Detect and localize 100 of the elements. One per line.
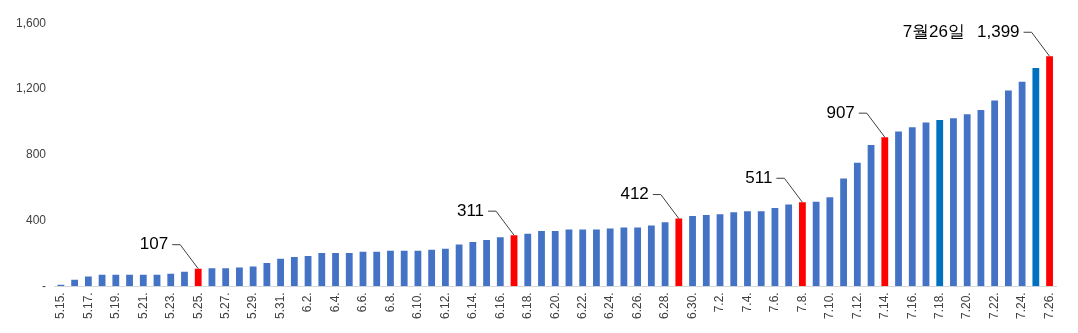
- bar: [277, 258, 284, 287]
- bar: [634, 227, 642, 287]
- x-tick-label: 7.4.: [739, 292, 754, 313]
- data-label: 1,399: [977, 21, 1020, 41]
- x-tick-label: 6.24.: [602, 292, 617, 320]
- x-tick-label: 6.20.: [547, 292, 562, 320]
- bar: [812, 201, 820, 287]
- bar: [524, 233, 532, 287]
- bar: [579, 229, 587, 287]
- bar: [730, 212, 738, 287]
- x-tick-label: 7.8.: [794, 292, 809, 313]
- bar: [895, 131, 902, 287]
- bar: [483, 239, 490, 287]
- bar: [908, 127, 916, 287]
- bar: [744, 211, 751, 287]
- bar: [826, 197, 834, 287]
- x-tick-label: 6.16.: [492, 292, 507, 320]
- bar: [373, 251, 381, 287]
- bar: [181, 271, 188, 287]
- bar: [345, 253, 353, 287]
- x-tick-label: 6.6.: [355, 292, 370, 313]
- bar: [785, 204, 793, 287]
- x-tick-label: 7.26.: [1041, 292, 1056, 320]
- x-tick-label: 6.14.: [465, 292, 480, 320]
- y-tick-label: 1,600: [16, 15, 47, 30]
- x-tick-label: 7.14.: [877, 292, 892, 320]
- bar: [290, 257, 298, 287]
- bar: [538, 231, 545, 287]
- x-tick-label: 7.10.: [822, 292, 837, 320]
- bar: [689, 215, 696, 287]
- x-tick-label: 5.27.: [217, 292, 232, 320]
- bar: [71, 279, 79, 287]
- bar: [469, 241, 477, 287]
- x-tick-label: 5.29.: [245, 292, 260, 320]
- x-tick-label: 7.2.: [712, 292, 727, 313]
- x-tick-label: 7.24.: [1014, 292, 1029, 320]
- x-tick-label: 7.20.: [959, 292, 974, 320]
- bar: [441, 248, 449, 287]
- bar: [757, 211, 765, 287]
- x-tick-label: 7.22.: [986, 292, 1001, 320]
- x-tick-label: 5.21.: [135, 292, 150, 320]
- bar: [167, 273, 175, 287]
- bar: [1046, 56, 1053, 287]
- bar: [222, 268, 230, 287]
- bar: [194, 268, 202, 287]
- x-tick-label: 6.22.: [575, 292, 590, 320]
- x-tick-label: 7.6.: [767, 292, 782, 313]
- bar: [647, 225, 655, 287]
- y-tick-label: 1,200: [16, 81, 47, 96]
- y-tick-label: -: [42, 278, 47, 293]
- x-tick-label: 5.15.: [53, 292, 68, 320]
- bar: [318, 253, 326, 287]
- x-tick-label: 7.12.: [849, 292, 864, 320]
- x-tick-label: 5.23.: [163, 292, 178, 320]
- bar: [1004, 90, 1012, 287]
- bar: [799, 202, 806, 287]
- x-tick-label: 6.28.: [657, 292, 672, 320]
- annotation: 7월26일: [902, 21, 966, 41]
- bar: [593, 229, 600, 287]
- data-label: 907: [826, 102, 855, 122]
- data-label: 511: [745, 167, 773, 187]
- bar: [496, 237, 504, 287]
- x-tick-label: 6.18.: [520, 292, 535, 320]
- data-label: 107: [139, 234, 169, 254]
- data-label: 311: [456, 200, 485, 220]
- bar: [1032, 67, 1040, 287]
- data-label: 412: [620, 184, 649, 204]
- bar: [455, 244, 463, 287]
- bar: [551, 231, 559, 287]
- bar: [881, 137, 889, 287]
- x-tick-label: 6.10.: [410, 292, 425, 320]
- x-tick-label: 6.12.: [437, 292, 452, 320]
- x-tick-label: 6.30.: [684, 292, 699, 320]
- bar: [84, 276, 92, 287]
- bar: [963, 114, 971, 287]
- bar: [702, 214, 710, 287]
- bar: [950, 118, 957, 287]
- x-tick-label: 7.16.: [904, 292, 919, 320]
- bar: [1018, 81, 1026, 287]
- y-tick-label: 400: [26, 212, 47, 227]
- x-tick-label: 6.26.: [629, 292, 644, 320]
- y-tick-label: 800: [26, 147, 47, 162]
- bar: [236, 267, 243, 287]
- x-tick-label: 5.17.: [80, 292, 95, 320]
- bar: [400, 250, 408, 287]
- bar: [620, 227, 628, 287]
- x-tick-label: 5.31.: [272, 292, 287, 320]
- bar: [428, 249, 436, 287]
- bar: [991, 100, 999, 287]
- bar: [675, 218, 683, 287]
- bar: [249, 266, 257, 287]
- x-tick-label: 6.4.: [327, 292, 342, 313]
- bar: [126, 274, 133, 287]
- bar: [387, 250, 394, 287]
- bar: [853, 162, 861, 287]
- bar: [112, 274, 120, 287]
- bar: [840, 178, 847, 287]
- x-tick-label: 6.8.: [382, 292, 397, 313]
- bar: [606, 228, 614, 287]
- x-tick-label: 5.19.: [108, 292, 123, 320]
